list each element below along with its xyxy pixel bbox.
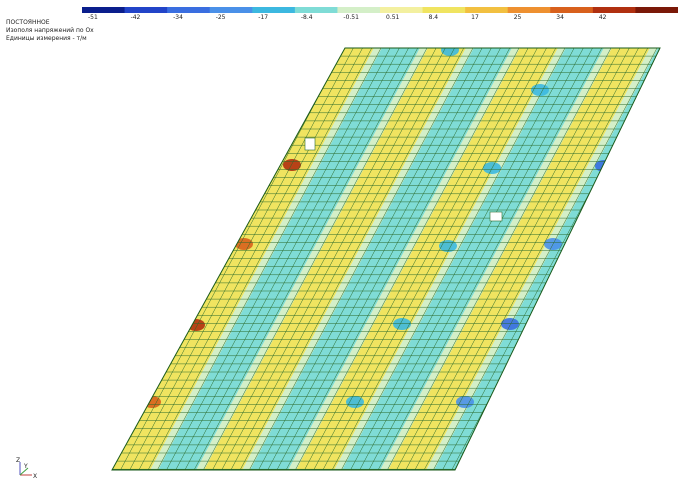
legend-label: 34 <box>556 14 564 21</box>
load-case: ПОСТОЯННОЕ <box>6 19 50 26</box>
hotspot <box>441 44 459 56</box>
legend-swatch <box>210 7 253 13</box>
legend-swatch <box>635 7 678 13</box>
axis-x-label: X <box>33 473 37 480</box>
legend-label: 17 <box>471 14 479 21</box>
legend-swatch <box>125 7 168 13</box>
mesh-line <box>0 40 146 480</box>
legend-swatch <box>167 7 210 13</box>
mesh-line <box>630 40 678 480</box>
hotspot <box>393 318 411 330</box>
mesh-line <box>649 40 678 480</box>
legend-label: -42 <box>131 14 141 21</box>
legend-label: -17 <box>258 14 268 21</box>
opening <box>490 212 502 221</box>
screenshot: -51-42-34-25-17-8.4-0.510.518.417253442 … <box>0 0 678 483</box>
legend: -51 -42 -34 -25 -17 -8.4 -0.51 0.51 8.4 17 25 34 42 <box>82 7 678 21</box>
opening <box>305 138 315 150</box>
legend-label: -25 <box>216 14 226 21</box>
legend-swatch <box>593 7 636 13</box>
mesh-line <box>0 40 100 480</box>
legend-label: -0.51 <box>343 14 359 21</box>
mesh-line <box>0 40 137 480</box>
axis-z-label: Z <box>16 457 20 464</box>
units: Единицы измерения - т/м <box>6 35 87 42</box>
mesh-line <box>0 40 118 480</box>
legend-swatch <box>550 7 593 13</box>
legend-swatch <box>337 7 380 13</box>
legend-label: 42 <box>599 14 607 21</box>
mesh-line <box>0 40 155 480</box>
legend-label: -34 <box>173 14 183 21</box>
mesh-line <box>658 40 678 480</box>
axis-y-label: Y <box>23 463 28 470</box>
hotspot <box>235 238 253 250</box>
legend-label: 0.51 <box>386 14 400 21</box>
legend-swatch <box>295 7 338 13</box>
legend-swatch <box>82 7 125 13</box>
legend-label: 25 <box>514 14 522 21</box>
legend-label: -8.4 <box>301 14 313 21</box>
mesh-line <box>640 40 678 480</box>
legend-label: 8.4 <box>429 14 439 21</box>
mesh-line <box>0 40 128 480</box>
legend-swatch <box>465 7 508 13</box>
legend-swatch <box>423 7 466 13</box>
result-name: Изополя напряжений по Ox <box>6 27 94 34</box>
mesh-line <box>0 40 109 480</box>
legend-swatch <box>252 7 295 13</box>
legend-swatch <box>508 7 551 13</box>
stress-band <box>659 40 678 480</box>
legend-label: -51 <box>88 14 98 21</box>
legend-swatch <box>380 7 423 13</box>
axis-icon: Z Y X <box>16 457 37 480</box>
plate <box>0 40 678 480</box>
hotspot <box>595 160 613 172</box>
mesh-line <box>0 40 164 480</box>
